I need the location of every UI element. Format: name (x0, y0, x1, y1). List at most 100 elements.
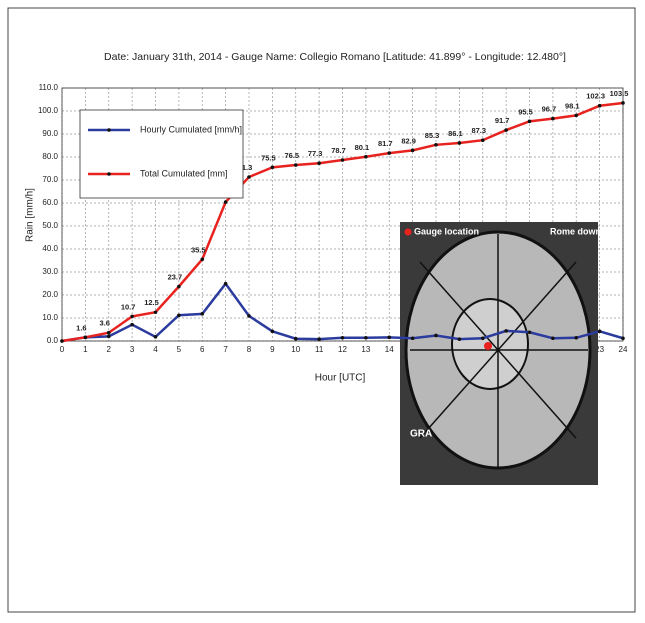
data-point (107, 335, 111, 339)
y-tick-label: 40.0 (42, 244, 58, 253)
data-point (107, 331, 111, 335)
data-point (481, 336, 485, 340)
data-point (60, 339, 64, 343)
x-tick-label: 14 (385, 345, 394, 354)
map-label: GRA (410, 429, 432, 440)
x-tick-label: 5 (177, 345, 182, 354)
x-axis-label: Hour [UTC] (315, 373, 366, 384)
data-point (387, 336, 391, 340)
data-point (200, 312, 204, 316)
data-point (341, 158, 345, 162)
x-tick-label: 3 (130, 345, 135, 354)
data-label: 3.6 (100, 319, 110, 328)
y-tick-label: 70.0 (42, 175, 58, 184)
data-label: 76.5 (284, 151, 299, 160)
x-tick-label: 9 (270, 345, 275, 354)
data-label: 23.7 (168, 272, 183, 281)
data-label: 75.5 (261, 153, 276, 162)
data-point (598, 330, 602, 334)
x-tick-label: 24 (619, 345, 628, 354)
data-point (387, 151, 391, 155)
data-point (247, 175, 251, 179)
y-tick-label: 0.0 (47, 336, 59, 345)
y-tick-label: 10.0 (42, 313, 58, 322)
data-point (341, 336, 345, 340)
data-label: 82.9 (401, 136, 416, 145)
data-label: 95.5 (518, 107, 533, 116)
data-label: 80.1 (355, 143, 370, 152)
data-point (130, 315, 134, 319)
data-point (574, 336, 578, 340)
data-point (317, 337, 321, 341)
x-tick-label: 1 (83, 345, 88, 354)
data-label: 103.5 (610, 89, 629, 98)
data-point (154, 310, 158, 314)
x-tick-label: 2 (107, 345, 112, 354)
data-point (364, 336, 368, 340)
data-point (528, 330, 532, 334)
data-label: 77.3 (308, 149, 323, 158)
data-label: 87.3 (471, 126, 486, 135)
data-label: 12.5 (144, 298, 159, 307)
map-label: Rome downtown (550, 226, 622, 236)
y-tick-label: 100.0 (38, 106, 59, 115)
data-point (247, 314, 251, 318)
data-point (130, 323, 134, 327)
legend-box (80, 110, 243, 198)
data-point (504, 128, 508, 132)
data-label: 102.3 (586, 92, 605, 101)
y-tick-label: 80.0 (42, 152, 58, 161)
x-tick-label: 4 (153, 345, 158, 354)
data-point (434, 143, 438, 147)
data-point (551, 336, 555, 340)
x-tick-label: 6 (200, 345, 205, 354)
x-tick-label: 0 (60, 345, 65, 354)
data-point (271, 166, 275, 170)
data-point (598, 104, 602, 108)
y-tick-label: 90.0 (42, 129, 58, 138)
data-point (411, 149, 415, 153)
data-label: 85.3 (425, 131, 440, 140)
x-tick-label: 12 (338, 345, 347, 354)
data-point (84, 336, 88, 340)
legend-label: Total Cumulated [mm] (140, 168, 228, 178)
y-tick-label: 30.0 (42, 267, 58, 276)
data-point (224, 200, 228, 204)
data-label: 96.7 (542, 105, 557, 114)
data-point (458, 141, 462, 145)
data-point (551, 117, 555, 121)
data-point (177, 313, 181, 317)
x-tick-label: 8 (247, 345, 252, 354)
y-axis-label: Rain [mm/h] (25, 188, 36, 242)
data-label: 86.1 (448, 129, 463, 138)
chart: Date: January 31th, 2014 - Gauge Name: C… (0, 0, 645, 618)
data-point (224, 282, 228, 286)
legend-label: Hourly Cumulated [mm/h] (140, 124, 242, 134)
data-point (154, 335, 158, 339)
data-label: 1.6 (76, 323, 86, 332)
data-point (411, 336, 415, 340)
data-point (294, 163, 298, 167)
data-label: 91.7 (495, 116, 510, 125)
data-point (434, 334, 438, 338)
data-point (294, 337, 298, 341)
data-label: 81.7 (378, 139, 393, 148)
data-label: 78.7 (331, 146, 346, 155)
data-point (481, 138, 485, 142)
data-point (574, 114, 578, 118)
map-label: Gauge location (414, 226, 479, 236)
x-tick-label: 7 (223, 345, 228, 354)
x-tick-label: 13 (361, 345, 370, 354)
x-tick-label: 11 (315, 345, 324, 354)
data-label: 98.1 (565, 101, 580, 110)
legend-marker (107, 172, 111, 176)
data-point (504, 329, 508, 333)
y-tick-label: 50.0 (42, 221, 58, 230)
y-tick-label: 60.0 (42, 198, 58, 207)
chart-title: Date: January 31th, 2014 - Gauge Name: C… (104, 51, 566, 63)
data-point (458, 337, 462, 341)
data-point (364, 155, 368, 159)
data-point (621, 101, 625, 105)
data-point (317, 161, 321, 165)
gauge-dot-legend (405, 229, 412, 236)
